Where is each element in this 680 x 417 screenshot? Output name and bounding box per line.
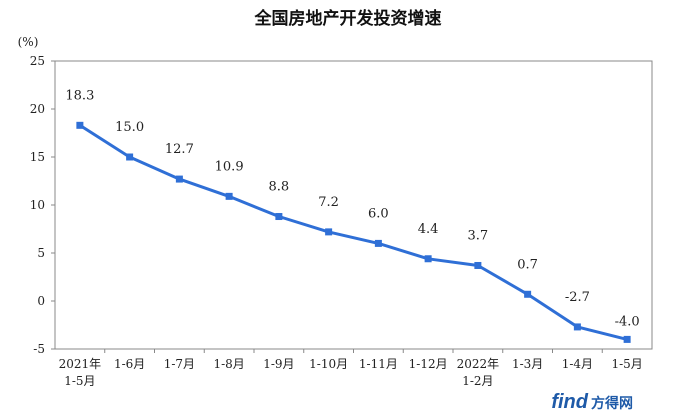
x-tick-label: 1-4月	[562, 357, 593, 371]
data-label: 0.7	[517, 257, 538, 272]
watermark-text-fangdewang: 方得网	[591, 395, 633, 411]
x-tick-label: 2021年	[59, 357, 102, 371]
x-tick-label: 1-11月	[359, 357, 398, 371]
y-tick-label: 20	[30, 102, 45, 116]
y-unit-label: (%)	[18, 35, 39, 49]
series-marker	[76, 121, 84, 129]
series-marker	[275, 213, 283, 221]
series-marker	[374, 239, 382, 247]
x-tick-label: 2022年	[457, 357, 500, 371]
series-marker	[623, 335, 631, 343]
x-tick-label: 1-5月	[64, 374, 95, 388]
plot-frame	[54, 60, 653, 350]
data-label: 12.7	[165, 142, 194, 157]
y-tick-label: 15	[30, 150, 45, 164]
data-label: 4.4	[418, 222, 439, 237]
y-tick-label: 25	[30, 54, 45, 68]
data-label: 10.9	[215, 159, 244, 174]
chart-title: 全国房地产开发投资增速	[254, 8, 442, 29]
series-marker	[474, 261, 482, 269]
watermark: find 方得网	[551, 391, 633, 413]
series-marker	[325, 228, 333, 236]
data-labels: 18.3 15.0 12.7 10.9 8.8 7.2 6.0 4.4 3.7 0.7 -2.7 -4…	[65, 88, 639, 329]
data-label: -4.0	[615, 314, 640, 329]
series-marker	[573, 323, 581, 331]
x-axis: 2021年 1-5月 1-6月 1-7月 1-8月 1-9月 1-10月 1-11月 1-12月…	[59, 349, 643, 388]
y-axis: 25 20 15 10 5 0 -5	[30, 54, 55, 356]
series-marker	[225, 192, 233, 200]
series-marker	[175, 175, 183, 183]
series-marker	[126, 153, 134, 161]
x-tick-label: 1-9月	[263, 357, 294, 371]
series-line	[79, 124, 628, 341]
data-label: 6.0	[368, 206, 389, 221]
y-tick-label: 0	[37, 294, 45, 308]
x-tick-label: 1-12月	[409, 357, 448, 371]
data-label: -2.7	[565, 290, 590, 305]
data-label: 3.7	[468, 228, 489, 243]
x-tick-label: 1-6月	[114, 357, 145, 371]
series-marker	[424, 255, 432, 263]
x-tick-label: 1-5月	[611, 357, 642, 371]
x-tick-label: 1-10月	[309, 357, 348, 371]
x-tick-label: 1-8月	[213, 357, 244, 371]
data-label: 8.8	[269, 180, 290, 195]
watermark-text-find: find	[551, 391, 588, 413]
series-markers	[76, 121, 631, 343]
data-label: 7.2	[318, 195, 339, 210]
series-marker	[524, 290, 532, 298]
data-label: 15.0	[115, 120, 144, 135]
y-tick-label: -5	[33, 342, 45, 356]
y-tick-label: 5	[37, 246, 45, 260]
x-tick-label: 1-3月	[512, 357, 543, 371]
data-label: 18.3	[65, 88, 94, 103]
x-tick-label: 1-7月	[164, 357, 195, 371]
x-tick-label: 1-2月	[462, 374, 493, 388]
y-tick-label: 10	[30, 198, 45, 212]
